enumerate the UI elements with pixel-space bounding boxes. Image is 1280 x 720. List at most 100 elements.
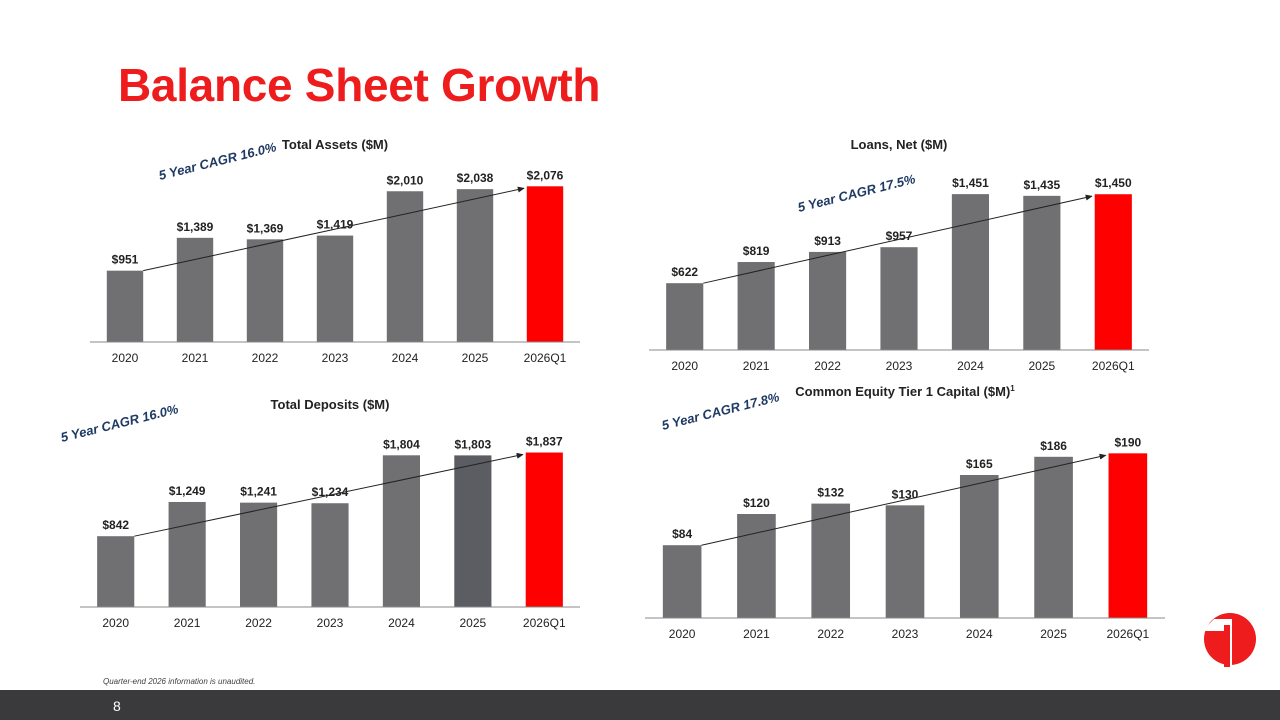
total-deposits-bar-2022 <box>240 502 278 607</box>
total-assets-bar-2020 <box>106 270 144 342</box>
total-deposits-value-label: $1,241 <box>240 485 277 499</box>
cet1-capital-title: Common Equity Tier 1 Capital ($M)1 <box>795 384 1015 399</box>
cet1-capital-bar-2021 <box>737 514 776 618</box>
slide-title: Balance Sheet Growth <box>118 59 601 111</box>
loans-net-category-label: 2026Q1 <box>1092 359 1135 373</box>
total-assets-bar-2025 <box>456 189 494 342</box>
total-deposits-bar-2026Q1 <box>525 452 563 607</box>
loans-net-value-label: $1,451 <box>952 176 989 190</box>
total-assets-title: Total Assets ($M) <box>282 137 388 152</box>
cet1-capital-value-label: $190 <box>1115 435 1142 449</box>
cet1-capital-value-label: $130 <box>892 487 919 501</box>
total-assets-value-label: $2,038 <box>457 171 494 185</box>
footer-bar: 8 <box>0 690 1280 720</box>
total-deposits-value-label: $1,837 <box>526 435 563 449</box>
total-deposits-category-label: 2022 <box>245 616 272 630</box>
cet1-capital-value-label: $165 <box>966 457 993 471</box>
total-deposits-value-label: $1,803 <box>455 437 492 451</box>
total-assets-value-label: $1,419 <box>317 218 354 232</box>
cet1-capital-cagr-label: 5 Year CAGR 17.8% <box>660 389 781 433</box>
loans-net-bar-2021 <box>737 262 775 350</box>
cet1-capital-value-label: $132 <box>817 486 844 500</box>
total-assets-category-label: 2025 <box>462 351 489 365</box>
total-assets-value-label: $1,389 <box>177 220 214 234</box>
cet1-capital-value-label: $84 <box>672 527 692 541</box>
total-deposits-value-label: $1,804 <box>383 437 420 451</box>
page-number: 8 <box>113 698 121 714</box>
total-deposits-category-label: 2021 <box>174 616 201 630</box>
loans-net-value-label: $1,450 <box>1095 176 1132 190</box>
total-deposits-bar-2021 <box>168 501 206 607</box>
total-deposits-category-label: 2023 <box>317 616 344 630</box>
footnote: Quarter-end 2026 information is unaudite… <box>103 677 256 686</box>
total-assets-category-label: 2021 <box>182 351 209 365</box>
total-deposits-bar-2024 <box>382 455 420 607</box>
total-deposits-category-label: 2026Q1 <box>523 616 566 630</box>
total-assets-category-label: 2023 <box>322 351 349 365</box>
loans-net-category-label: 2024 <box>957 359 984 373</box>
loans-net-value-label: $1,435 <box>1024 178 1061 192</box>
total-deposits-title: Total Deposits ($M) <box>271 397 390 412</box>
loans-net-bar-2026Q1 <box>1094 194 1132 350</box>
total-assets-category-label: 2024 <box>392 351 419 365</box>
cet1-capital-category-label: 2023 <box>892 627 919 641</box>
cet1-capital-category-label: 2026Q1 <box>1107 627 1150 641</box>
total-assets-bar-2021 <box>176 237 214 342</box>
cet1-capital-category-label: 2020 <box>669 627 696 641</box>
cet1-capital-category-label: 2024 <box>966 627 993 641</box>
cet1-capital-category-label: 2021 <box>743 627 770 641</box>
total-assets-value-label: $951 <box>112 253 139 267</box>
loans-net-value-label: $913 <box>814 234 841 248</box>
total-deposits-value-label: $1,249 <box>169 484 206 498</box>
brand-logo-icon <box>1202 613 1256 667</box>
loans-net-value-label: $957 <box>886 229 913 243</box>
cet1-capital-bar-2023 <box>885 505 925 618</box>
total-assets-category-label: 2022 <box>252 351 279 365</box>
loans-net-category-label: 2025 <box>1029 359 1056 373</box>
total-deposits-bar-2023 <box>311 503 349 607</box>
total-deposits-bar-2020 <box>97 536 135 607</box>
loans-net-bar-2020 <box>666 283 704 350</box>
total-deposits-value-label: $1,234 <box>312 485 349 499</box>
loans-net-bar-2025 <box>1023 195 1061 350</box>
cet1-capital-bar-2020 <box>662 545 702 618</box>
cet1-capital-value-label: $186 <box>1040 439 1067 453</box>
loans-net-bar-2022 <box>809 251 847 350</box>
loans-net-category-label: 2022 <box>814 359 841 373</box>
cet1-capital-bar-2025 <box>1034 456 1073 618</box>
total-deposits-category-label: 2025 <box>460 616 487 630</box>
total-deposits-trend-arrow <box>134 452 524 537</box>
loans-net-category-label: 2021 <box>743 359 770 373</box>
total-deposits-category-label: 2020 <box>102 616 129 630</box>
loans-net-value-label: $819 <box>743 244 770 258</box>
loans-net-category-label: 2020 <box>671 359 698 373</box>
cet1-capital-category-label: 2025 <box>1040 627 1067 641</box>
cet1-capital-bar-2024 <box>959 475 999 618</box>
total-deposits-value-label: $842 <box>102 518 129 532</box>
total-assets-value-label: $2,010 <box>387 173 424 187</box>
total-assets-bar-2026Q1 <box>526 186 564 342</box>
loans-net-category-label: 2023 <box>886 359 913 373</box>
total-assets-category-label: 2026Q1 <box>524 351 567 365</box>
loans-net-bar-2023 <box>880 247 918 350</box>
cet1-capital-category-label: 2022 <box>817 627 844 641</box>
total-deposits-bar-2025 <box>454 455 492 607</box>
loans-net-trend-arrow <box>703 194 1093 284</box>
total-assets-bar-2023 <box>316 235 354 342</box>
cet1-capital-bar-2026Q1 <box>1108 453 1148 618</box>
cet1-capital-value-label: $120 <box>743 496 770 510</box>
total-assets-category-label: 2020 <box>112 351 139 365</box>
total-deposits-category-label: 2024 <box>388 616 415 630</box>
cet1-capital-bar-2022 <box>811 503 851 618</box>
total-assets-value-label: $2,076 <box>527 168 564 182</box>
total-assets-value-label: $1,369 <box>247 221 284 235</box>
loans-net-value-label: $622 <box>671 265 698 279</box>
total-assets-trend-arrow <box>143 186 525 272</box>
loans-net-title: Loans, Net ($M) <box>851 137 948 152</box>
cet1-capital-trend-arrow <box>701 453 1107 546</box>
total-assets-bar-2022 <box>246 239 284 342</box>
